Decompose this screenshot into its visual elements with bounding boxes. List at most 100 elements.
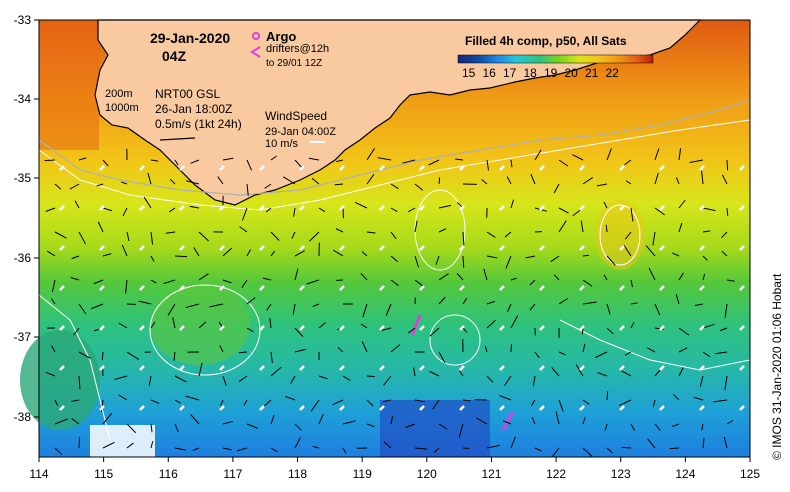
map-frame — [38, 19, 751, 458]
current-arrow — [190, 414, 200, 425]
current-arrow — [246, 423, 259, 429]
current-arrow — [551, 367, 560, 377]
current-arrow — [724, 303, 728, 318]
current-arrow — [44, 159, 56, 162]
current-arrow — [270, 155, 277, 161]
wind-arrow — [259, 365, 265, 371]
current-arrow — [318, 207, 326, 213]
current-arrow — [462, 231, 465, 246]
current-arrow — [438, 351, 446, 364]
lon-tick-label: 123 — [611, 467, 631, 481]
current-arrow — [390, 207, 398, 212]
current-arrow — [239, 226, 248, 233]
current-arrow — [198, 321, 207, 329]
wind-arrow — [459, 365, 465, 371]
wind-arrow — [219, 405, 225, 411]
current-arrow — [510, 159, 513, 168]
current-arrow — [603, 274, 608, 281]
current-arrow — [702, 207, 716, 212]
current-arrow — [185, 395, 200, 401]
wind-arrow — [379, 205, 385, 211]
wind-arrow — [139, 285, 145, 291]
wind-arrow — [179, 205, 185, 211]
current-arrow — [486, 300, 496, 305]
wind-arrow — [259, 245, 265, 251]
current-arrow — [50, 298, 56, 305]
wind-arrow — [259, 205, 265, 211]
current-arrow — [150, 231, 154, 245]
current-arrow — [46, 250, 56, 257]
current-arrow — [102, 441, 115, 449]
current-arrow — [558, 298, 568, 305]
wind-arrow — [219, 325, 225, 331]
current-arrow — [693, 396, 704, 401]
current-arrow — [246, 183, 249, 196]
wind-arrow — [579, 405, 585, 411]
current-arrow — [630, 207, 634, 222]
current-arrow — [702, 230, 711, 233]
current-arrow — [486, 444, 500, 449]
current-arrow — [726, 159, 729, 171]
current-arrow — [198, 231, 209, 242]
current-arrow — [476, 417, 488, 425]
wind-arrow — [339, 365, 345, 371]
wind-arrow — [299, 405, 305, 411]
wind-arrow — [699, 285, 705, 291]
wind-arrow — [619, 205, 625, 211]
current-arrow — [270, 351, 273, 363]
current-arrow — [597, 372, 608, 377]
current-arrow — [173, 351, 176, 361]
wind-arrow — [179, 165, 185, 171]
wind-arrow — [659, 325, 665, 331]
current-arrow — [69, 183, 80, 190]
lon-tick-label: 115 — [94, 467, 113, 481]
colorbar-tick-label: 17 — [503, 66, 517, 80]
current-arrow — [558, 159, 569, 167]
current-arrow — [558, 220, 567, 233]
current-arrow — [510, 436, 516, 449]
current-arrow — [510, 277, 517, 281]
current-vectors — [44, 148, 735, 458]
current-arrow — [377, 157, 392, 161]
current-arrow — [603, 201, 608, 209]
colorbar-tick-label: 16 — [482, 66, 496, 80]
lon-tick-label: 125 — [740, 467, 760, 481]
current-arrow — [294, 423, 302, 431]
current-arrow — [169, 207, 176, 213]
current-arrow — [292, 303, 296, 315]
current-arrow — [414, 220, 418, 233]
current-arrow — [284, 395, 296, 401]
wind-arrow — [499, 165, 505, 171]
current-arrow — [702, 438, 705, 449]
current-arrow — [675, 293, 680, 305]
current-arrow — [121, 244, 128, 257]
current-arrow — [120, 181, 128, 185]
current-arrow — [270, 250, 276, 257]
current-arrow — [270, 366, 282, 377]
current-arrow — [78, 303, 87, 315]
current-arrow — [150, 321, 156, 329]
current-arrow — [220, 399, 224, 406]
current-arrow — [414, 279, 423, 287]
current-arrow — [222, 157, 234, 161]
wind-arrow — [299, 245, 305, 251]
current-arrow — [291, 231, 296, 239]
current-arrow — [582, 343, 586, 353]
wind-arrow — [419, 285, 425, 291]
current-arrow — [486, 375, 494, 383]
wind-arrow — [539, 325, 545, 331]
current-arrow — [723, 436, 728, 449]
current-arrow — [647, 438, 656, 449]
wind-arrow — [619, 405, 625, 411]
current-arrow — [383, 441, 392, 449]
current-arrow — [266, 303, 272, 311]
wind-arrow — [259, 285, 265, 291]
current-arrow — [390, 183, 399, 190]
colorbar-tick-label: 15 — [462, 66, 476, 80]
current-arrow — [242, 207, 248, 221]
current-arrow — [462, 327, 468, 333]
wind-arrow — [299, 205, 305, 211]
current-arrow — [189, 205, 200, 209]
wind-arrow — [739, 205, 745, 211]
current-arrow — [503, 420, 512, 425]
